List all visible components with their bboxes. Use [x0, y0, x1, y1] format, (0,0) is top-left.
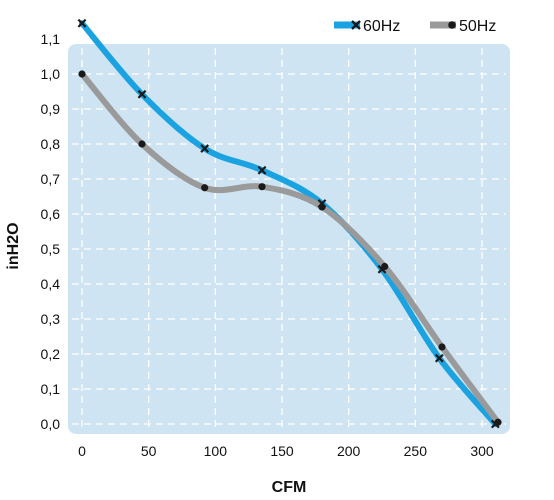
y-tick-label: 0,8 — [41, 136, 61, 152]
marker-50hz — [201, 184, 209, 192]
marker-50hz — [318, 203, 326, 211]
x-tick-label: 150 — [270, 443, 294, 459]
x-tick-label: 300 — [470, 443, 494, 459]
y-tick-label: 0,2 — [41, 346, 61, 362]
y-tick-label: 0,6 — [41, 206, 61, 222]
series-line-60hz — [79, 20, 499, 427]
legend-item-50hz: 50Hz — [430, 18, 496, 35]
marker-60hz — [434, 353, 444, 363]
marker-50hz — [78, 70, 86, 78]
legend-marker-dot — [448, 21, 456, 29]
marker-60hz — [77, 18, 87, 28]
plot-background — [68, 44, 510, 434]
y-axis-title: inH2O — [5, 222, 22, 269]
legend-label: 60Hz — [363, 18, 400, 35]
marker-50hz — [438, 343, 446, 351]
y-tick-label: 0,4 — [41, 276, 61, 292]
y-tick-label: 0,3 — [41, 311, 61, 327]
y-tick-label: 1,1 — [41, 31, 61, 47]
y-tick-label: 0,1 — [41, 381, 61, 397]
y-tick-labels: 0,0 0,1 0,2 0,3 0,4 0,5 0,6 0,7 0,8 0,9 1,0 1,1 — [41, 31, 61, 432]
x-axis-title: CFM — [272, 479, 307, 496]
x-tick-label: 200 — [337, 443, 361, 459]
y-tick-label: 0,0 — [41, 416, 61, 432]
marker-50hz — [494, 418, 502, 426]
legend-label: 50Hz — [459, 18, 496, 35]
marker-60hz — [200, 144, 210, 153]
x-tick-label: 250 — [404, 443, 428, 459]
legend-marker-x — [351, 20, 361, 30]
x-tick-labels: 0 50 100 150 200 250 300 — [78, 443, 494, 459]
x-tick-label: 0 — [78, 443, 86, 459]
y-tick-label: 0,9 — [41, 101, 61, 117]
x-tick-label: 50 — [141, 443, 157, 459]
legend: 60Hz 50Hz — [334, 18, 496, 35]
legend-item-60hz: 60Hz — [334, 18, 400, 35]
y-tick-label: 1,0 — [41, 66, 61, 82]
y-tick-label: 0,7 — [41, 171, 61, 187]
series-layer — [77, 18, 502, 429]
marker-60hz — [257, 165, 267, 175]
marker-50hz — [381, 262, 389, 271]
marker-50hz — [258, 183, 266, 191]
marker-50hz — [138, 140, 146, 148]
x-tick-label: 100 — [204, 443, 228, 459]
y-tick-label: 0,5 — [41, 241, 61, 257]
marker-60hz — [137, 89, 147, 99]
